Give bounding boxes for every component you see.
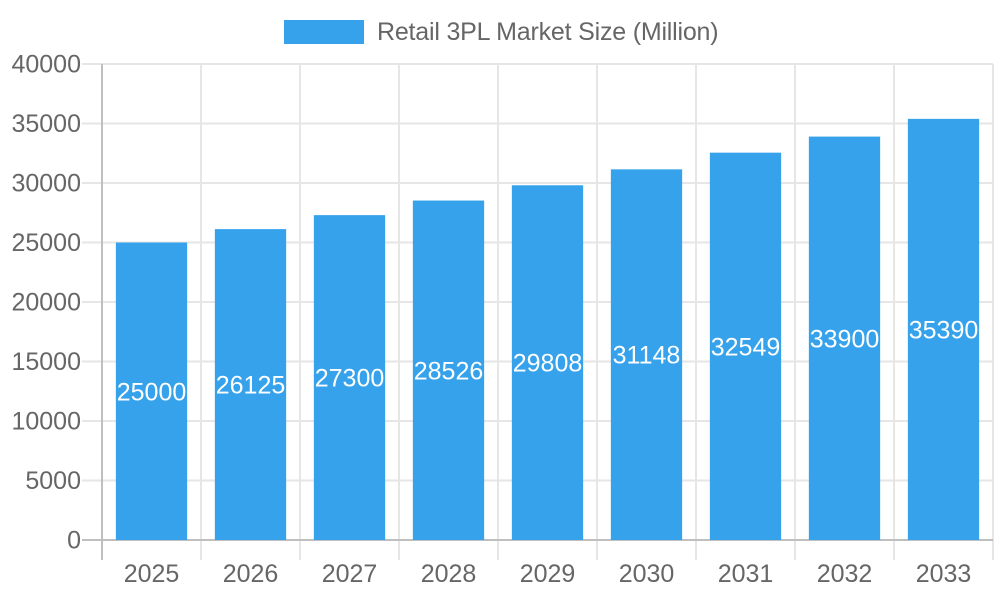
svg-text:2030: 2030 (619, 560, 675, 588)
svg-text:30000: 30000 (11, 170, 81, 198)
svg-text:32549: 32549 (711, 333, 781, 361)
svg-text:28526: 28526 (414, 357, 484, 385)
svg-text:5000: 5000 (25, 467, 81, 495)
svg-text:20000: 20000 (11, 289, 81, 317)
svg-text:35390: 35390 (909, 316, 979, 344)
svg-text:26125: 26125 (216, 372, 286, 400)
svg-text:29808: 29808 (513, 350, 583, 378)
svg-text:2026: 2026 (223, 560, 279, 588)
svg-text:2031: 2031 (718, 560, 774, 588)
svg-text:2028: 2028 (421, 560, 477, 588)
svg-text:25000: 25000 (11, 229, 81, 257)
svg-text:25000: 25000 (117, 378, 187, 406)
svg-text:10000: 10000 (11, 408, 81, 436)
svg-text:27300: 27300 (315, 365, 385, 393)
svg-text:Retail 3PL Market Size (Millio: Retail 3PL Market Size (Million) (377, 18, 718, 46)
svg-text:33900: 33900 (810, 325, 880, 353)
svg-text:2033: 2033 (916, 560, 972, 588)
svg-text:0: 0 (67, 527, 81, 555)
svg-text:35000: 35000 (11, 110, 81, 138)
svg-text:2032: 2032 (817, 560, 873, 588)
svg-text:2029: 2029 (520, 560, 576, 588)
svg-text:15000: 15000 (11, 348, 81, 376)
svg-text:2025: 2025 (124, 560, 180, 588)
svg-text:40000: 40000 (11, 51, 81, 79)
svg-text:2027: 2027 (322, 560, 378, 588)
svg-text:31148: 31148 (613, 342, 681, 370)
